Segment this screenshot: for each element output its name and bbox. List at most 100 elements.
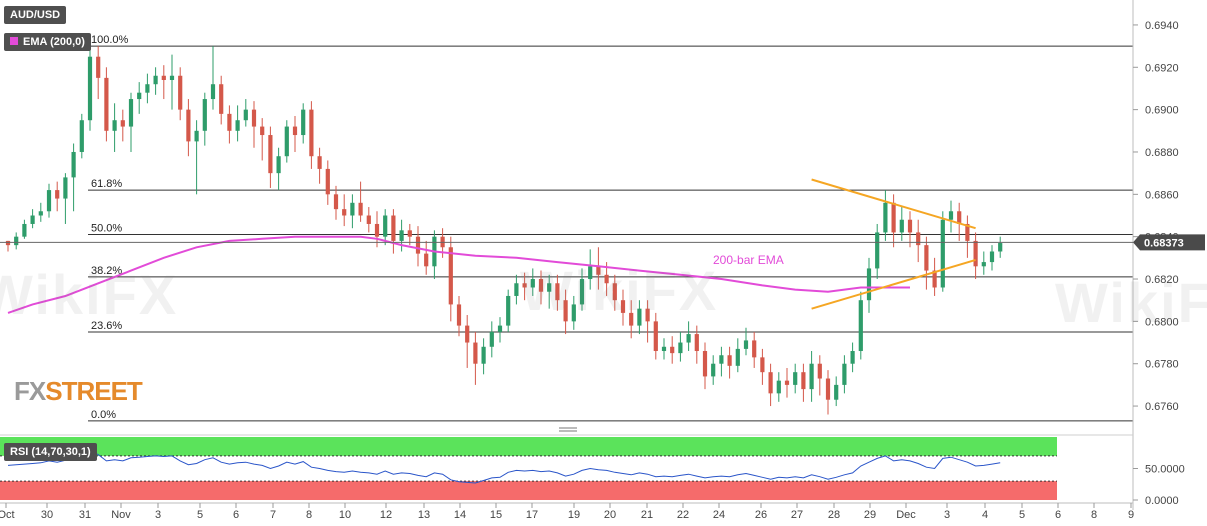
time-tick-label: 9 <box>1128 509 1134 521</box>
ema-legend-text: EMA (200,0) <box>23 36 85 48</box>
time-axis: Oct 30 31 Nov 3 5 6 7 8 10 12 13 14 15 17 19 20 21 22 24 26 2… <box>0 502 1134 521</box>
candle-body <box>87 56 93 121</box>
time-tick-label: 24 <box>713 509 725 521</box>
time-tick-label: 29 <box>864 509 876 521</box>
candle-body <box>768 372 773 394</box>
candle-body <box>579 279 585 305</box>
time-tick-label: 4 <box>982 509 988 521</box>
time-tick-label: 3 <box>155 509 161 521</box>
candle-body <box>588 266 593 280</box>
rsi-panel: 50.0000 0.0000 <box>0 434 1185 507</box>
candle-body <box>555 283 560 301</box>
time-tick-label: 7 <box>270 509 276 521</box>
rsi-tick-label: 0.0000 <box>1145 495 1179 507</box>
time-tick-label: Dec <box>896 509 916 521</box>
fxstreet-logo: FXSTREET <box>14 376 143 407</box>
candle-body <box>407 230 412 237</box>
candle-body <box>317 156 322 169</box>
candle-body <box>825 378 831 400</box>
price-tick-label: 0.6880 <box>1145 147 1179 159</box>
candle-body <box>834 384 839 400</box>
candle-body <box>809 363 814 390</box>
candle-body <box>55 190 60 199</box>
candle-body <box>128 99 134 127</box>
candle-body <box>284 126 289 157</box>
candle-body <box>735 348 740 366</box>
candle-body <box>202 99 207 131</box>
time-tick-label: 3 <box>944 509 950 521</box>
candle-body <box>292 126 298 136</box>
rsi-legend[interactable]: RSI (14,70,30,1) <box>4 443 97 461</box>
rsi-oversold-zone <box>0 481 1057 500</box>
time-tick-label: 10 <box>339 509 351 521</box>
candle-body <box>366 215 371 224</box>
candle-body <box>563 300 568 322</box>
candle-body <box>46 190 52 212</box>
panel-splitter-handle[interactable] <box>0 423 1133 433</box>
candle-body <box>268 135 273 174</box>
candle-body <box>186 109 191 142</box>
candle-body <box>145 84 150 93</box>
candle-body <box>538 279 544 292</box>
candle-body <box>916 232 921 246</box>
ema-path <box>7 235 910 314</box>
candle-body <box>153 75 158 85</box>
candle-body <box>842 363 847 385</box>
time-tick-label: 27 <box>791 509 803 521</box>
candle-body <box>325 168 330 195</box>
candle-body <box>79 120 84 152</box>
candle-body <box>948 211 954 220</box>
candle-body <box>866 268 872 301</box>
candle-body <box>981 262 986 267</box>
candle-body <box>891 202 896 233</box>
candle-body <box>661 346 667 352</box>
candle-body <box>243 109 248 121</box>
price-plot-bg <box>0 0 1133 423</box>
candle-body <box>817 363 822 379</box>
candle-body <box>14 236 19 246</box>
candle-body <box>137 92 142 100</box>
time-tick-label: 26 <box>755 509 767 521</box>
candle-body <box>169 75 175 80</box>
candle-body <box>596 266 601 275</box>
candle-body <box>473 342 478 364</box>
fib-label: 50.0% <box>91 223 122 235</box>
candle-body <box>194 130 199 142</box>
candle-body <box>489 331 494 347</box>
candle-body <box>547 283 552 292</box>
time-tick-label: 17 <box>526 509 538 521</box>
candle-body <box>456 304 462 326</box>
symbol-label[interactable]: AUD/USD <box>4 6 67 24</box>
price-tick-label: 0.6940 <box>1145 20 1179 32</box>
watermark-1: WikiFX <box>0 263 179 326</box>
candle-body <box>30 215 35 224</box>
candle-body <box>653 321 658 352</box>
time-tick-label: 8 <box>1091 509 1097 521</box>
price-tick-label: 0.6760 <box>1145 401 1179 413</box>
candle-body <box>998 243 1003 252</box>
candle-body <box>899 219 904 233</box>
time-tick-label: 8 <box>306 509 312 521</box>
watermark-3: WikiFX <box>1055 271 1207 334</box>
candle-body <box>350 202 355 216</box>
candle-body <box>743 340 749 349</box>
candle-body <box>571 304 576 322</box>
candle-body <box>784 380 790 385</box>
candle-body <box>637 308 642 326</box>
price-axis: 0.69400.69200.69000.68800.68600.68400.68… <box>0 0 1205 510</box>
candle-body <box>481 346 486 364</box>
candle-body <box>907 219 913 233</box>
candle-body <box>120 120 125 127</box>
ema-legend[interactable]: EMA (200,0) <box>4 33 91 51</box>
time-tick-label: 21 <box>641 509 653 521</box>
time-tick-label: 15 <box>490 509 502 521</box>
candle-body <box>342 209 347 216</box>
candle-body <box>694 334 699 352</box>
candle-body <box>670 346 675 354</box>
price-tick-label: 0.6900 <box>1145 105 1179 117</box>
rsi-legend-text: RSI (14,70,30,1) <box>10 446 91 458</box>
candle-body <box>22 223 27 237</box>
candle-body <box>850 351 855 364</box>
candle-body <box>424 253 429 267</box>
